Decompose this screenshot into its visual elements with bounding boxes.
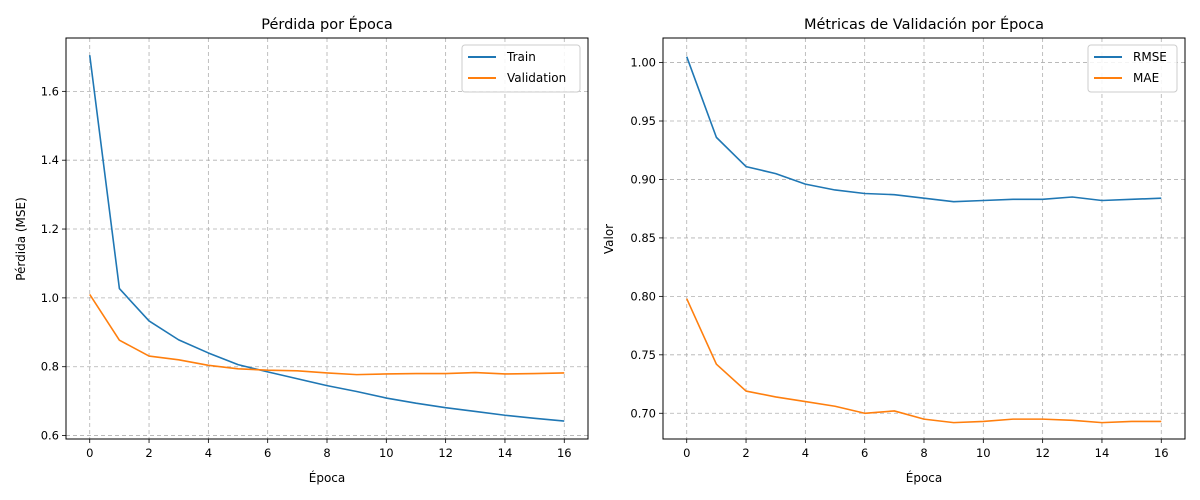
loss-legend-label-train: Train	[506, 50, 536, 64]
metrics-y-tick-label: 1.00	[630, 56, 656, 70]
metrics-y-tick-label: 0.85	[630, 231, 656, 245]
metrics-plot-area	[663, 38, 1185, 439]
loss-x-tick-label: 16	[557, 446, 572, 460]
metrics-y-tick-label: 0.90	[630, 172, 656, 186]
loss-chart: Pérdida por Época 0 2 4 6 8 10 12 14 16 0.6 0.8 1.…	[14, 16, 589, 485]
metrics-series-line-mae	[686, 298, 1162, 424]
metrics-legend-label-mae: MAE	[1133, 71, 1159, 85]
loss-x-tick-label: 6	[264, 446, 271, 460]
metrics-y-tick-label: 0.80	[630, 289, 656, 303]
loss-y-tick-label: 1.0	[41, 291, 59, 305]
loss-x-tick-label: 10	[379, 446, 394, 460]
loss-y-tick-label: 0.8	[41, 360, 59, 374]
loss-x-tick-label: 12	[438, 446, 453, 460]
metrics-x-tick-label: 14	[1095, 446, 1110, 460]
loss-y-axis-label: Pérdida (MSE)	[14, 197, 28, 281]
loss-x-tick-label: 14	[498, 446, 513, 460]
loss-y-tick-label: 0.6	[41, 429, 59, 443]
metrics-series-line-rmse	[685, 56, 1162, 203]
metrics-x-tick-label: 8	[920, 446, 927, 460]
metrics-y-tick-label: 0.75	[630, 348, 656, 362]
loss-x-ticks: 0 2 4 6 8 10 12 14 16	[86, 439, 572, 460]
loss-x-tick-label: 2	[145, 446, 152, 460]
metrics-x-ticks: 0 2 4 6 8 10 12 14 16	[683, 439, 1169, 460]
metrics-y-ticks: 0.70 0.75 0.80 0.85 0.90 0.95 1.00	[630, 56, 663, 420]
loss-x-axis-label: Época	[309, 470, 346, 485]
loss-grid	[66, 38, 588, 439]
metrics-x-tick-label: 2	[742, 446, 749, 460]
metrics-series	[685, 56, 1162, 424]
loss-series-line-validation	[89, 293, 565, 376]
loss-x-tick-label: 8	[323, 446, 330, 460]
metrics-x-tick-label: 10	[976, 446, 991, 460]
metrics-x-tick-label: 4	[802, 446, 809, 460]
metrics-legend-label-rmse: RMSE	[1133, 50, 1167, 64]
metrics-y-axis-label: Valor	[602, 224, 616, 254]
metrics-x-axis-label: Época	[906, 470, 943, 485]
metrics-chart-title: Métricas de Validación por Época	[804, 16, 1044, 33]
loss-legend-label-validation: Validation	[507, 71, 566, 85]
loss-x-tick-label: 0	[86, 446, 93, 460]
metrics-x-tick-label: 16	[1154, 446, 1169, 460]
loss-x-tick-label: 4	[205, 446, 212, 460]
loss-series-line-train	[88, 55, 565, 422]
metrics-x-tick-label: 6	[861, 446, 868, 460]
metrics-legend: RMSE MAE	[1087, 44, 1178, 93]
metrics-y-tick-label: 0.70	[630, 406, 656, 420]
loss-legend: Train Validation	[461, 44, 581, 93]
metrics-y-tick-label: 0.95	[630, 114, 656, 128]
loss-plot-area	[66, 38, 588, 439]
loss-y-tick-label: 1.2	[41, 222, 59, 236]
loss-chart-title: Pérdida por Época	[261, 16, 393, 33]
metrics-x-tick-label: 0	[683, 446, 690, 460]
loss-y-tick-label: 1.4	[41, 153, 59, 167]
metrics-x-tick-label: 12	[1035, 446, 1050, 460]
metrics-chart: Métricas de Validación por Época 0 2 4 6 8 10…	[602, 16, 1186, 485]
metrics-grid	[663, 38, 1185, 439]
loss-y-ticks: 0.6 0.8 1.0 1.2 1.4 1.6	[41, 84, 66, 443]
loss-y-tick-label: 1.6	[41, 84, 59, 98]
loss-series	[88, 55, 565, 422]
